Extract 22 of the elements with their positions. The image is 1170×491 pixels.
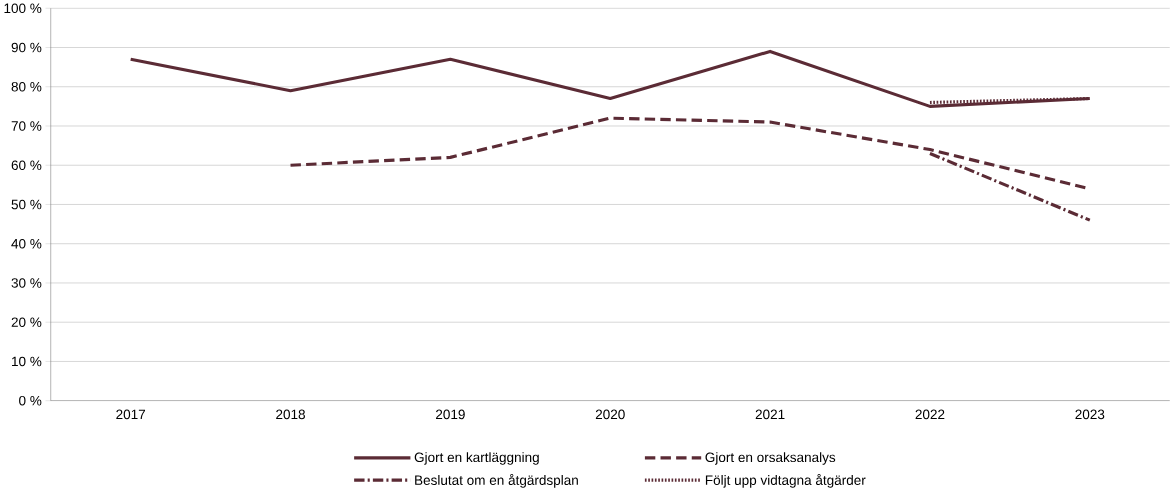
y-tick-label: 20 % — [11, 317, 42, 328]
x-tick-label: 2021 — [755, 409, 785, 420]
x-tick-label: 2018 — [276, 409, 305, 420]
legend-label: Gjort en kartläggning — [414, 452, 539, 465]
y-tick-label: 60 % — [11, 160, 42, 171]
x-tick-label: 2022 — [915, 409, 945, 420]
y-tick-label: 0 % — [19, 396, 42, 406]
y-tick-label: 40 % — [11, 239, 42, 249]
y-tick-label: 100 % — [4, 3, 42, 14]
y-tick-label: 70 % — [11, 121, 42, 131]
y-tick-label: 80 % — [11, 82, 42, 92]
y-tick-label: 10 % — [12, 356, 42, 367]
x-tick-label: 2023 — [1075, 409, 1105, 420]
y-tick-label: 50 % — [11, 199, 42, 210]
y-tick-label: 90 % — [11, 42, 42, 53]
x-tick-label: 2019 — [436, 409, 465, 420]
y-tick-label: 30 % — [11, 278, 42, 288]
legend-label: Gjort en orsaksanalys — [705, 452, 836, 465]
x-tick-label: 2017 — [116, 409, 146, 420]
x-tick-label: 2020 — [595, 409, 625, 420]
legend-label: Följt upp vidtagna åtgärder — [705, 474, 866, 488]
legend-label: Beslutat om en åtgärdsplan — [415, 474, 578, 488]
